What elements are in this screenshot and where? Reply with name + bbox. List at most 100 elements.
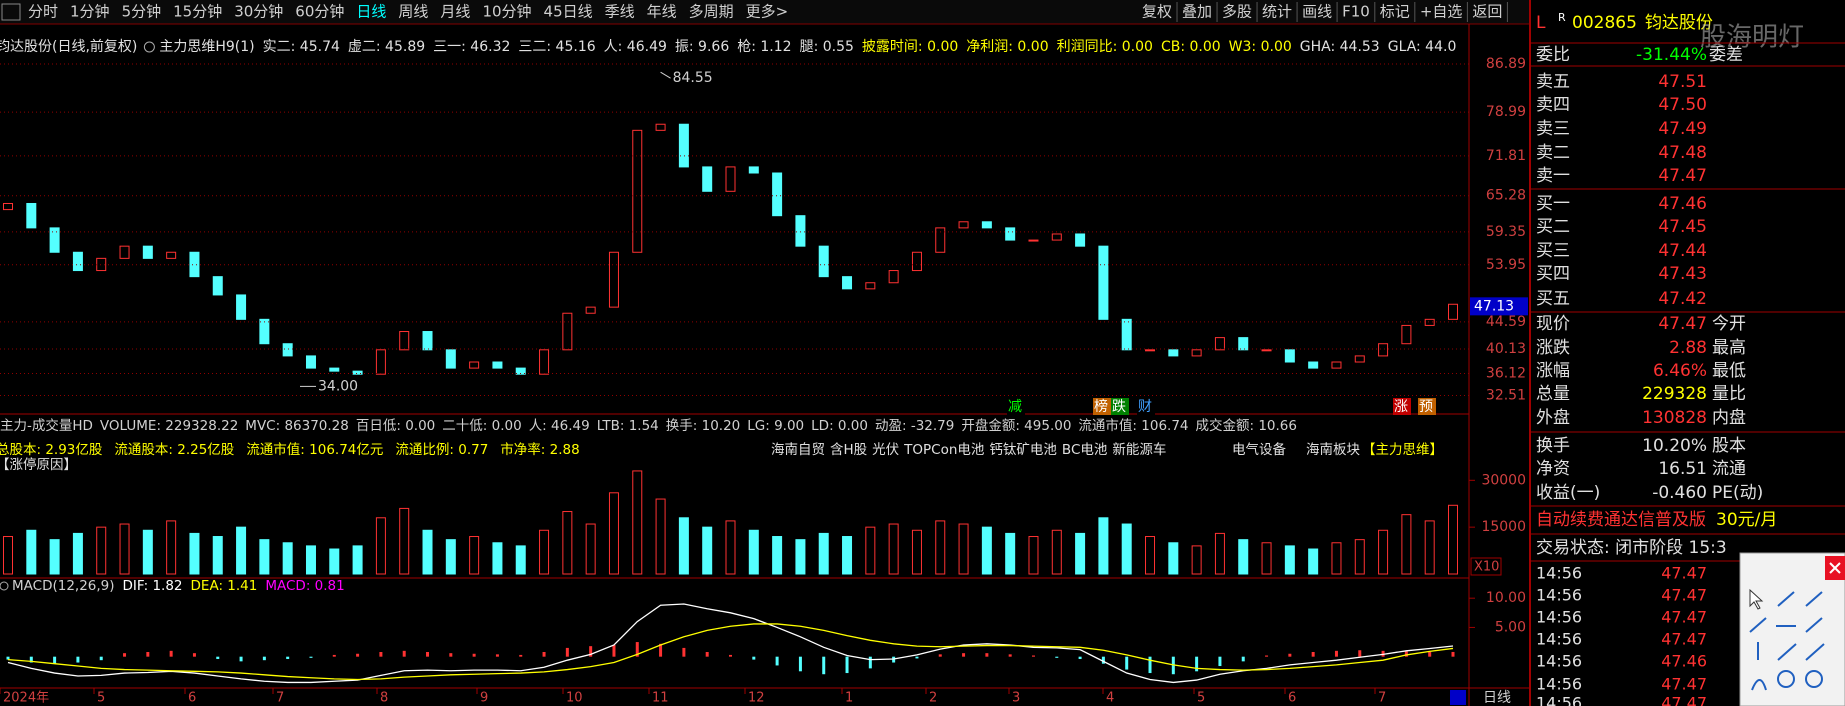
period-tab[interactable]: 60分钟 [295,3,344,21]
period-tab[interactable]: 15分钟 [173,3,222,21]
volume-bar [958,523,969,575]
toolbar-button[interactable]: 统计 [1262,3,1292,21]
tool-parallel[interactable] [1777,643,1797,661]
event-tag[interactable]: 预 [1419,399,1433,415]
tool-segment[interactable] [1749,617,1767,633]
toolbar-button[interactable]: F10 [1342,3,1370,21]
event-tag-bg [1007,398,1025,415]
ask-price: 47.47 [1658,166,1707,186]
period-tab[interactable]: 年线 [647,3,677,21]
tool-channel[interactable] [1805,617,1823,633]
volume-bar [1284,545,1295,575]
period-tab[interactable]: 分时 [28,3,58,21]
volume-bar [818,532,829,575]
volume-info: MVC: 86370.28 [245,418,349,434]
candle [515,367,526,375]
limit-reason: 【涨停原因】 [0,456,77,473]
toolbar-button[interactable]: 标记 [1380,3,1410,21]
stock-title: 钧达股份(日线,前复权) [0,38,137,55]
ask-price: 47.51 [1658,72,1707,92]
volume-bar [562,511,573,575]
market-tag: L [1536,13,1546,33]
tool-pointer[interactable] [1749,588,1764,610]
volume-bar [236,526,247,575]
period-tab[interactable]: 30分钟 [234,3,283,21]
ask-label: 卖四 [1536,95,1570,115]
volume-info: 换手: 10.20 [666,418,741,434]
tick-time: 14:56 [1536,652,1582,671]
toolbar-button[interactable]: +自选 [1420,3,1463,21]
scale-box [1470,557,1502,576]
tool-ray[interactable] [1805,591,1823,607]
period-tab[interactable]: 周线 [398,3,428,21]
industry-tag: 电气设备 [1232,441,1286,458]
candle [1051,233,1062,241]
candle [795,215,806,247]
period-label[interactable]: 日线 [1483,690,1511,706]
period-tab[interactable]: 月线 [440,3,470,21]
volume-bar [305,545,316,575]
volume-bar [981,526,992,575]
volume-bar [632,470,643,575]
ask-price: 47.50 [1658,95,1707,115]
volume-bar [1005,532,1016,575]
candle [1168,349,1179,357]
fundamental: 流通市值: 106.74亿元 [246,441,383,458]
toolbar-button[interactable]: 叠加 [1182,3,1212,21]
period-tab[interactable]: 更多> [746,3,789,21]
ask-label: 卖二 [1536,143,1570,163]
period-tab[interactable]: 多周期 [689,3,734,21]
fundamental: 流通比例: 0.77 [395,442,488,458]
ask-price: 47.48 [1658,143,1707,163]
tool-arc[interactable] [1751,679,1767,691]
volume-info: LTB: 1.54 [597,418,659,434]
volume-bar [1331,542,1342,575]
candle [632,129,643,253]
period-tab[interactable]: 日线 [356,3,386,21]
ad-price[interactable]: 30元/月 [1716,510,1777,530]
event-tag[interactable]: 财 [1138,399,1152,415]
period-tab[interactable]: 1分钟 [70,3,110,21]
x-tick-label: 7 [1378,691,1386,706]
candle [981,221,992,229]
period-tab[interactable]: 季线 [605,3,635,21]
indicator-value: CB: 0.00 [1161,39,1221,55]
candle [212,276,223,296]
bid-price: 47.42 [1658,289,1707,309]
event-tag[interactable]: 跌 [1112,399,1126,415]
field-label: 流通 [1712,459,1746,479]
volume-bar [1145,536,1156,575]
period-tab[interactable]: 45日线 [544,3,593,21]
toolbar-button[interactable]: 多股 [1222,3,1252,21]
indicator-value: 振: 9.66 [675,39,729,55]
x-tick-label: 2 [929,691,937,706]
tool-cycle[interactable] [1805,670,1823,688]
tool-line[interactable] [1777,591,1795,607]
candle [842,276,853,290]
trough-label: 34.00 [318,378,358,394]
x-tick-label: 4 [1106,691,1114,706]
period-tab[interactable]: 5分钟 [122,3,162,21]
event-tag[interactable]: 涨 [1394,399,1408,415]
toolbar-button[interactable]: 画线 [1302,3,1332,21]
event-tag[interactable]: 榜 [1094,398,1108,415]
volume-bar [1168,542,1179,575]
field-label: 委差 [1709,45,1743,65]
icon[interactable] [1,3,21,21]
tool-parallel[interactable] [1805,643,1825,661]
region-tag: 海南板块 [1306,442,1360,458]
toolbar-button[interactable]: 返回 [1472,3,1502,21]
volume-bar [1028,536,1039,575]
candle [1331,361,1342,369]
volume-info: LD: 0.00 [811,418,868,434]
volume-info: 流通市值: 106.74 [1078,417,1188,434]
ad-banner[interactable]: 自动续费通达信普及版 [1536,510,1706,530]
tool-circle[interactable] [1777,670,1795,688]
candle [539,349,550,375]
toolbar-button[interactable]: 复权 [1142,3,1172,21]
volume-bar [189,532,200,575]
event-tag[interactable]: 减 [1008,399,1022,415]
y-tick-label: 78.99 [1486,104,1526,120]
period-tab[interactable]: 10分钟 [482,3,531,21]
